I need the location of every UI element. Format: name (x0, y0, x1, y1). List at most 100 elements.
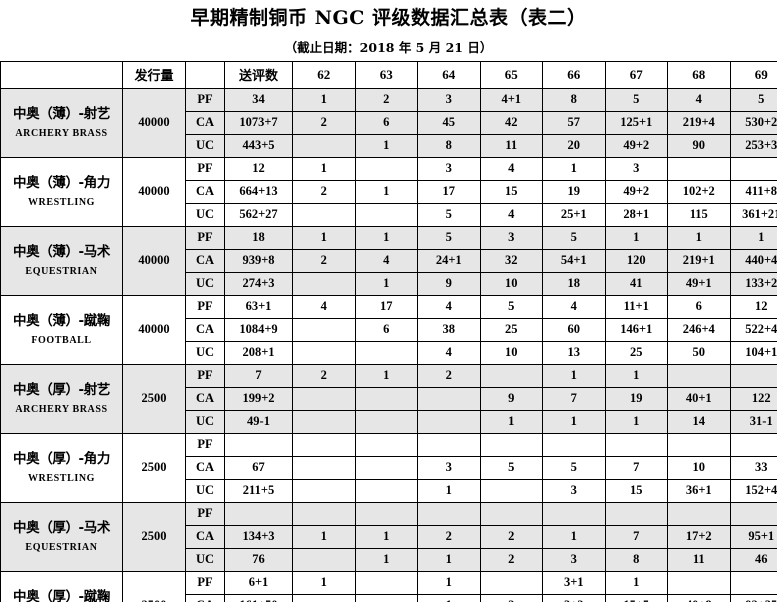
grade-value-cell: 1 (354, 179, 418, 204)
grade-label-cell: PF (185, 87, 225, 112)
coin-name-en: WRESTLING (27, 472, 96, 484)
grade-value-cell (667, 570, 731, 595)
submitted-count-cell: 12 (224, 156, 293, 181)
grade-value-cell (667, 363, 731, 388)
grade-value-cell (604, 501, 668, 526)
grade-value-cell: 522+4 (729, 317, 777, 342)
grade-value-cell: 90 (667, 133, 731, 158)
grade-value-cell: 25 (479, 317, 543, 342)
column-header-g62: 62 (292, 60, 356, 89)
submitted-count-cell: 562+27 (224, 202, 293, 227)
table-row: 中奥（厚）-角力 WRESTLING 2500 PF (0, 432, 777, 503)
grade-value-cell: 11+1 (604, 294, 668, 319)
grade-value-cell: 40+8 (667, 593, 731, 602)
submitted-count-cell: 161+50 (224, 593, 293, 602)
grade-value-cell: 5 (479, 294, 543, 319)
grade-value-cell: 15 (604, 478, 668, 503)
coin-name-cell: 中奥（薄）-蹴鞠 FOOTBALL (0, 294, 123, 365)
grade-value-cell: 411+8 (729, 179, 777, 204)
grade-value-cell (417, 432, 481, 457)
grade-value-cell: 49+1 (667, 271, 731, 296)
grade-value-cell: 92+35 (729, 593, 777, 602)
coin-name-cell: 中奥（薄）-射艺 ARCHERY BRASS (0, 87, 123, 158)
grade-value-cell (354, 202, 418, 227)
grade-value-cell (729, 570, 777, 595)
column-header-mint: 发行量 (122, 60, 186, 89)
submitted-count-cell: 76 (224, 547, 293, 572)
grade-label-cell: PF (185, 156, 225, 181)
submitted-count-cell: 134+3 (224, 524, 293, 549)
grade-value-cell: 20 (542, 133, 606, 158)
grade-value-cell: 45 (417, 110, 481, 135)
grade-value-cell (542, 501, 606, 526)
coin-name-en: ARCHERY BRASS (15, 403, 108, 415)
grade-value-cell: 14 (667, 409, 731, 434)
submitted-count-cell: 67 (224, 455, 293, 480)
grade-value-cell: 8 (604, 547, 668, 572)
grade-value-cell: 25+1 (542, 202, 606, 227)
submitted-count-cell: 1084+9 (224, 317, 293, 342)
grade-value-cell: 50 (667, 340, 731, 365)
grade-value-cell: 1 (604, 363, 668, 388)
grade-value-cell: 9 (417, 271, 481, 296)
grade-label-cell: CA (185, 248, 225, 273)
table-row: 中奥（厚）-马术 EQUESTRIAN 2500 PF (0, 501, 777, 572)
grade-value-cell: 1 (542, 156, 606, 181)
coin-name-en: FOOTBALL (31, 334, 92, 346)
grade-value-cell: 31-1 (729, 409, 777, 434)
grade-value-cell: 4 (417, 294, 481, 319)
header-row: 发行量送评数626364656667686970 (0, 60, 777, 89)
grade-value-cell: 6 (354, 317, 418, 342)
grade-value-cell (292, 409, 356, 434)
grade-value-cell (417, 386, 481, 411)
grade-value-cell: 2 (292, 248, 356, 273)
table-row: 中奥（厚）-射艺 ARCHERY BRASS 2500 PF 7 2 1 2 1 1 (0, 363, 777, 434)
grade-value-cell: 530+2 (729, 110, 777, 135)
coin-name-cell: 中奥（厚）-射艺 ARCHERY BRASS (0, 363, 123, 434)
grade-value-cell: 7 (604, 524, 668, 549)
submitted-count-cell: 443+5 (224, 133, 293, 158)
grade-value-cell (729, 363, 777, 388)
table-row: 中奥（薄）-角力 WRESTLING 40000 PF 12 1 3 4 1 3 (0, 156, 777, 227)
grade-value-cell: 120 (604, 248, 668, 273)
grade-value-cell: 8 (542, 87, 606, 112)
grade-label-cell: UC (185, 202, 225, 227)
grade-value-cell: 1 (292, 570, 356, 595)
grade-value-cell: 2 (292, 363, 356, 388)
grade-value-cell: 1 (729, 225, 777, 250)
column-header-g63: 63 (354, 60, 418, 89)
grade-value-cell: 1 (417, 593, 481, 602)
grade-value-cell: 4 (479, 156, 543, 181)
grade-value-cell (667, 432, 731, 457)
submitted-count-cell: 34 (224, 87, 293, 112)
submitted-count-cell (224, 432, 293, 457)
grade-value-cell: 1 (354, 225, 418, 250)
grade-value-cell (667, 156, 731, 181)
page-title: 早期精制铜币 NGC 评级数据汇总表（表二） (190, 7, 587, 29)
table-row: CA161+50123+215+540+892+358 (1, 593, 777, 602)
grade-value-cell (292, 432, 356, 457)
column-header-g69: 69 (729, 60, 777, 89)
grade-value-cell: 3 (417, 87, 481, 112)
grade-value-cell (729, 501, 777, 526)
grade-value-cell: 1 (354, 547, 418, 572)
grade-value-cell (292, 386, 356, 411)
grade-value-cell: 1 (542, 409, 606, 434)
grade-value-cell: 2 (354, 87, 418, 112)
grade-value-cell: 219+4 (667, 110, 731, 135)
coin-name-cn: 中奥（厚）-角力 (13, 450, 110, 467)
mintage-cell: 40000 (122, 87, 186, 158)
grade-value-cell: 2 (479, 547, 543, 572)
grade-value-cell (292, 271, 356, 296)
grade-value-cell: 13 (542, 340, 606, 365)
column-header-grade (185, 60, 225, 89)
coin-name-cell: 中奥（薄）-角力 WRESTLING (0, 156, 123, 227)
table-row: 中奥（薄）-射艺 ARCHERY BRASS 40000 PF 34 1 2 3 4+1 8 5 4 5… (0, 87, 777, 158)
grade-value-cell: 6 (354, 110, 418, 135)
grade-value-cell: 36+1 (667, 478, 731, 503)
